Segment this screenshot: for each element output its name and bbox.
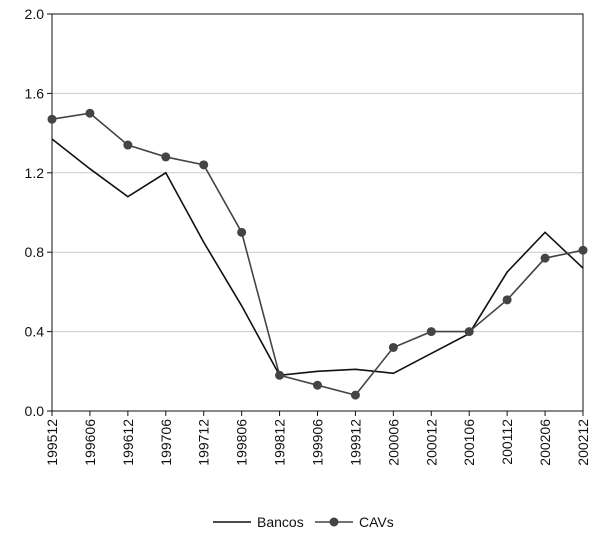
point xyxy=(47,114,57,124)
x-tick-label: 200206 xyxy=(537,419,553,466)
y-tick-label: 1.6 xyxy=(25,85,45,101)
x-tick-label: 199512 xyxy=(44,419,60,466)
legend-label: Bancos xyxy=(257,514,304,530)
point xyxy=(161,152,171,162)
point xyxy=(313,380,322,390)
point xyxy=(426,327,436,337)
y-tick-label: 0.4 xyxy=(25,324,45,340)
point xyxy=(464,327,474,337)
plot-frame xyxy=(51,13,584,412)
x-tick-label: 199606 xyxy=(82,419,98,466)
point xyxy=(275,370,285,380)
y-tick-label: 0.0 xyxy=(25,403,45,419)
x-tick-label: 199612 xyxy=(120,419,136,466)
point xyxy=(578,245,588,255)
legend-label: CAVs xyxy=(359,514,394,530)
legend-marker xyxy=(329,517,339,527)
x-tick-label: 200106 xyxy=(461,419,477,466)
point xyxy=(237,227,247,237)
x-tick-label: 200006 xyxy=(385,419,401,466)
x-tick-label: 200112 xyxy=(499,419,515,465)
point xyxy=(123,140,133,150)
y-tick-label: 1.2 xyxy=(25,165,45,181)
series-line xyxy=(51,112,584,397)
series-line xyxy=(51,138,584,377)
x-tick-label: 200212 xyxy=(575,419,591,466)
x-tick-label: 199712 xyxy=(196,419,212,466)
point xyxy=(540,253,550,263)
point xyxy=(85,108,95,118)
x-tick-label: 199806 xyxy=(234,419,250,466)
point xyxy=(350,390,360,400)
x-tick-label: 199906 xyxy=(310,419,326,466)
x-tick-label: 199706 xyxy=(158,419,174,466)
x-tick-label: 199812 xyxy=(272,419,288,466)
point xyxy=(388,342,398,352)
x-tick-label: 199912 xyxy=(347,419,363,466)
point xyxy=(199,160,209,170)
y-tick-label: 0.8 xyxy=(25,244,45,260)
x-tick-label: 200012 xyxy=(423,419,439,466)
point xyxy=(502,295,512,305)
y-tick-label: 2.0 xyxy=(25,6,45,22)
